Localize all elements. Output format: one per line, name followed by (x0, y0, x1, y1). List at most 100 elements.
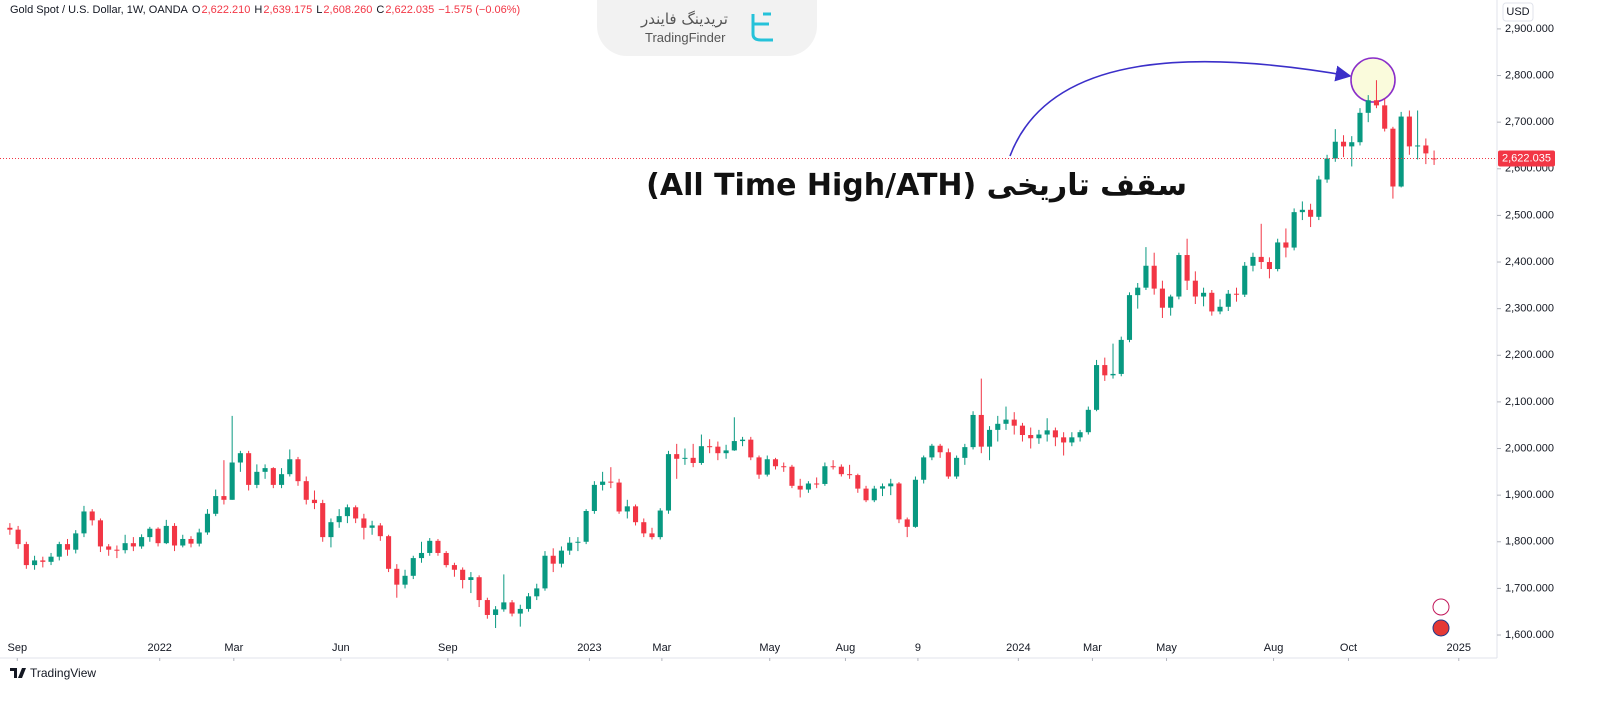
watermark-persian: تریدینگ فایندر (641, 10, 728, 28)
candle-body (674, 454, 680, 459)
candle-body (344, 507, 350, 517)
candle-body (171, 525, 178, 546)
candle-body (748, 439, 754, 458)
candle-body (468, 577, 474, 581)
watermark: تریدینگ فایندر TradingFinder (597, 0, 817, 56)
candle-body (575, 541, 581, 543)
currency-box (1502, 2, 1534, 22)
candle-body (1266, 262, 1272, 270)
candle-body (311, 499, 318, 504)
candle-body (221, 496, 227, 500)
candle-body (369, 525, 375, 528)
x-tick-label: May (759, 642, 780, 654)
candle-body (517, 608, 523, 614)
candle-body (797, 485, 803, 490)
y-tick-label: 2,800.000 (1505, 69, 1554, 81)
y-tick-label: 2,900.000 (1505, 23, 1554, 35)
candle-body (361, 518, 367, 528)
candle-body (1324, 158, 1330, 180)
field-value: 2,622.035 (385, 4, 435, 16)
candle-body (550, 555, 556, 564)
x-tick-label: Sep (7, 642, 27, 654)
candle-body (764, 459, 770, 475)
annotation: سقف تاریخی (All Time High/ATH) (646, 168, 1187, 203)
candle-body (1299, 209, 1305, 213)
x-tick-label: Sep (438, 642, 458, 654)
change: −1.575 (−0.06%) (438, 4, 521, 16)
candle-body (278, 474, 285, 485)
ath-highlight (1350, 57, 1396, 103)
candle-body (1415, 145, 1421, 147)
candle-body (97, 520, 103, 547)
x-tick-label: 2022 (147, 642, 171, 654)
candle-body (1052, 430, 1058, 438)
candle-body (484, 600, 490, 615)
candle-body (896, 483, 902, 520)
candle-body (912, 479, 918, 527)
candle-body (740, 439, 746, 442)
candle-body (1258, 256, 1264, 263)
candle-body (822, 466, 828, 484)
candle-body (715, 446, 721, 454)
candle-body (1168, 296, 1174, 308)
candle-body (122, 543, 128, 551)
y-tick-label: 1,700.000 (1505, 582, 1554, 594)
y-tick-label: 2,400.000 (1505, 256, 1554, 268)
candle-body (690, 457, 696, 463)
candle-body (838, 466, 844, 475)
candle-body (624, 506, 630, 512)
candle-body (1382, 105, 1388, 129)
candle-body (591, 484, 597, 511)
candle-body (1373, 100, 1380, 106)
event-icon (1432, 598, 1450, 616)
candle-body (1316, 179, 1322, 217)
candle-body (394, 568, 400, 585)
candle-body (698, 446, 704, 463)
field-value: 2,639.175 (263, 4, 313, 16)
candle-body (855, 475, 861, 489)
candle-body (56, 544, 62, 557)
candle-body (1143, 265, 1149, 288)
candle-body (1406, 116, 1412, 147)
candle-body (1332, 141, 1338, 159)
candle-body (23, 544, 29, 566)
candle-body (1275, 242, 1281, 270)
x-tick-label: 9 (915, 642, 921, 654)
ohlc-field: C 2,622.035 (376, 4, 434, 16)
footer-text: TradingView (30, 666, 97, 680)
y-tick-label: 2,100.000 (1505, 396, 1554, 408)
candle-body (978, 414, 984, 447)
footer: TradingView (10, 666, 96, 680)
candle-body (188, 538, 194, 544)
x-tick-label: Aug (1264, 642, 1284, 654)
x-tick-label: 2025 (1447, 642, 1471, 654)
candle-body (682, 457, 688, 459)
candle-body (427, 540, 433, 553)
candle-body (254, 471, 260, 485)
candle-body (48, 556, 54, 562)
ohlc-field: H 2,639.175 (254, 4, 312, 16)
candle-body (204, 513, 211, 533)
candle-body (353, 507, 359, 519)
candle-body (789, 466, 795, 486)
candle-body (1126, 295, 1133, 340)
candle-body (237, 453, 243, 463)
x-tick-label: 2024 (1006, 642, 1030, 654)
candle-body (89, 511, 95, 521)
y-tick-label: 1,800.000 (1505, 536, 1554, 548)
y-tick-label: 2,700.000 (1505, 116, 1554, 128)
candle-body (418, 552, 425, 559)
ohlc-field: O 2,622.210 (192, 4, 251, 16)
candle-body (320, 503, 326, 538)
candle-body (64, 544, 71, 550)
candle-body (270, 468, 276, 485)
candle-body (32, 560, 38, 566)
candle-body (1159, 288, 1165, 308)
candle-body (460, 569, 466, 581)
candle-body (287, 459, 293, 475)
candle-body (262, 468, 268, 472)
candle-body (731, 441, 737, 451)
candle-body (196, 532, 202, 544)
candle-body (180, 538, 186, 546)
candle-body (962, 447, 968, 458)
